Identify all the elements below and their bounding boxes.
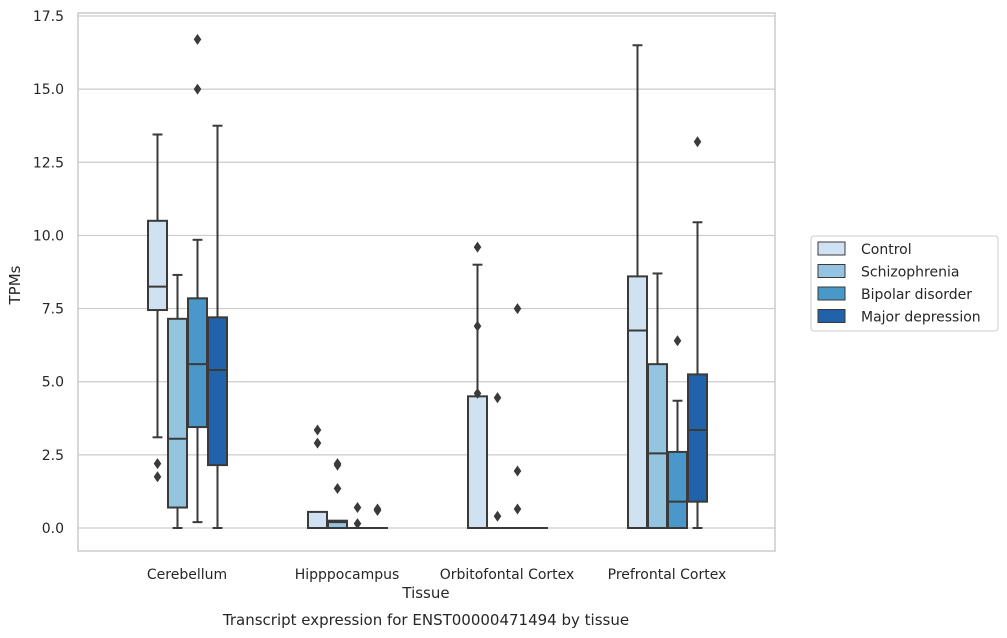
legend-label: Schizophrenia bbox=[861, 265, 959, 281]
legend-swatch bbox=[817, 241, 846, 256]
outlier-point bbox=[153, 471, 162, 483]
y-tick-label: 2.5 bbox=[42, 448, 64, 464]
box-bipolar-disorder bbox=[187, 33, 208, 524]
box-bipolar-disorder bbox=[347, 502, 368, 530]
outlier-point bbox=[693, 136, 702, 148]
x-tick-label: Prefrontal Cortex bbox=[608, 567, 727, 583]
outlier-point bbox=[513, 303, 522, 315]
y-tick-label: 15.0 bbox=[33, 82, 64, 98]
outlier-point bbox=[333, 459, 342, 471]
box-bipolar-disorder bbox=[507, 303, 528, 530]
outlier-point bbox=[193, 33, 202, 45]
box-body bbox=[147, 219, 168, 312]
box-major-depression bbox=[687, 136, 708, 529]
outlier-point bbox=[333, 483, 342, 495]
legend-swatch bbox=[817, 309, 846, 323]
x-tick-label: Orbitofontal Cortex bbox=[440, 567, 575, 583]
outlier-point bbox=[473, 320, 482, 332]
legend-label: Bipolar disorder bbox=[861, 287, 972, 303]
box-body bbox=[687, 373, 708, 503]
y-tick-label: 5.0 bbox=[42, 375, 64, 391]
box-control bbox=[147, 133, 168, 483]
box-control bbox=[307, 424, 328, 529]
legend-swatch bbox=[817, 286, 846, 301]
outlier-point bbox=[673, 335, 682, 347]
outlier-point bbox=[193, 83, 202, 95]
legend: Control Schizophrenia Bipolar disorder Majo… bbox=[810, 235, 999, 332]
x-tick-label: Hipppocampus bbox=[295, 567, 400, 583]
box-schizophrenia bbox=[167, 273, 188, 529]
box-body bbox=[207, 316, 228, 467]
outlier-point bbox=[513, 465, 522, 477]
x-tick-label: Cerebellum bbox=[147, 567, 227, 583]
box-body bbox=[467, 395, 488, 530]
plot-area-frame bbox=[77, 12, 776, 552]
outlier-point bbox=[313, 424, 322, 436]
box-schizophrenia bbox=[487, 392, 508, 530]
y-axis-title: TPMs bbox=[6, 265, 24, 305]
y-tick-label: 10.0 bbox=[33, 228, 64, 244]
legend-swatch bbox=[817, 264, 846, 278]
box-body bbox=[187, 297, 208, 429]
outlier-point bbox=[513, 503, 522, 515]
box-body bbox=[167, 317, 188, 509]
legend-frame bbox=[810, 235, 999, 332]
boxes bbox=[147, 33, 708, 530]
x-axis-title: Tissue bbox=[401, 584, 449, 602]
outlier-point bbox=[153, 458, 162, 470]
y-tick-label: 7.5 bbox=[42, 302, 64, 318]
box-body bbox=[647, 363, 668, 529]
y-tick-label: 17.5 bbox=[33, 9, 64, 25]
legend-label: Control bbox=[861, 242, 912, 258]
outlier-point bbox=[353, 518, 362, 530]
box-body bbox=[667, 450, 688, 529]
box-bipolar-disorder bbox=[667, 335, 688, 529]
box-body bbox=[307, 510, 328, 529]
chart-title: Transcript expression for ENST0000047149… bbox=[222, 611, 629, 629]
outlier-point bbox=[493, 510, 502, 522]
outlier-point bbox=[353, 502, 362, 514]
outlier-point bbox=[493, 392, 502, 404]
box-body bbox=[327, 519, 348, 530]
box-major-depression bbox=[207, 124, 228, 529]
box-schizophrenia bbox=[327, 458, 348, 530]
box-control bbox=[467, 241, 488, 530]
y-axis-ticks: 0.0 2.5 5.0 7.5 10.0 12.5 15.0 17.5 bbox=[33, 9, 64, 537]
box-major-depression bbox=[367, 503, 388, 530]
box-body bbox=[627, 275, 648, 530]
box-schizophrenia bbox=[647, 272, 668, 529]
outlier-point bbox=[313, 437, 322, 449]
y-tick-label: 0.0 bbox=[42, 521, 64, 537]
x-axis-ticks: Cerebellum Hipppocampus Orbitofontal Corte… bbox=[147, 567, 726, 583]
outlier-point bbox=[373, 504, 382, 516]
y-tick-label: 12.5 bbox=[33, 155, 64, 171]
outlier-point bbox=[473, 387, 482, 399]
legend-label: Major depression bbox=[861, 310, 981, 326]
box-control bbox=[627, 44, 648, 530]
outlier-point bbox=[473, 241, 482, 253]
